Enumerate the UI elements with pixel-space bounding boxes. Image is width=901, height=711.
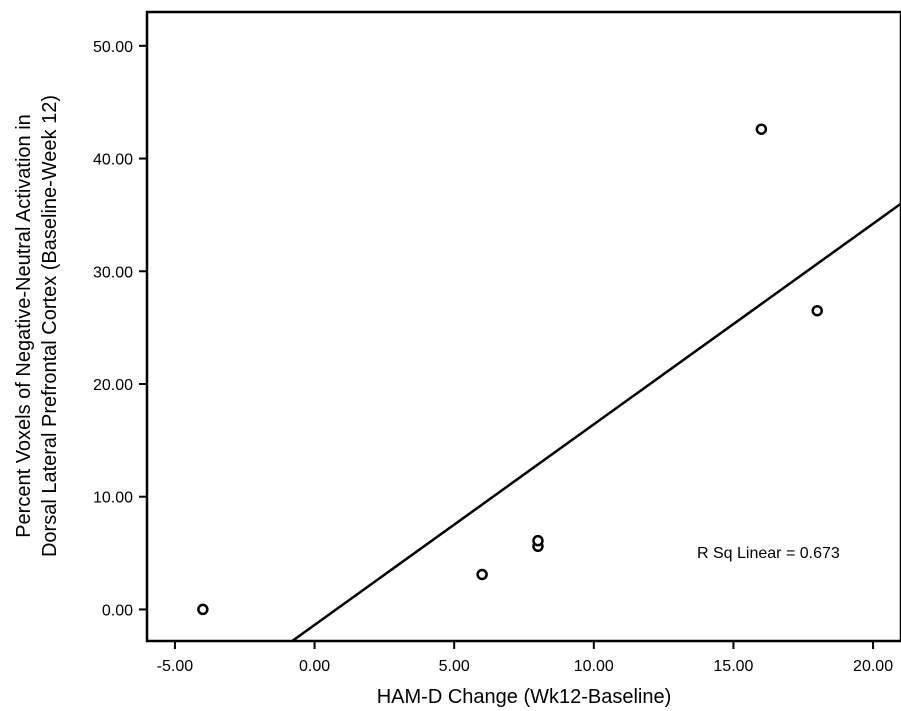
data-point [811,304,823,317]
x-tick-label: 10.00 [574,658,614,675]
data-point [476,568,488,581]
r-squared-annotation: R Sq Linear = 0.673 [697,545,840,562]
x-tick-label: 20.00 [853,658,893,675]
data-points [197,123,823,616]
x-tick-label: 15.00 [713,658,753,675]
y-tick-label: 30.00 [93,264,133,281]
data-point [197,603,209,616]
data-point [532,534,544,547]
y-tick-label: 40.00 [93,152,133,169]
x-tick-label: 5.00 [439,658,470,675]
y-tick-label: 10.00 [93,490,133,507]
y-tick-label: 20.00 [93,377,133,394]
y-axis-label-line-1: Percent Voxels of Negative-Neutral Activ… [13,114,35,538]
x-tick-label: -5.00 [157,658,194,675]
x-axis-ticks: -5.00 0.00 5.00 10.00 15.00 20.00 [157,641,893,675]
y-axis-label-line-2: Dorsal Lateral Prefrontal Cortex (Baseli… [39,95,61,557]
plot-frame [145,10,901,643]
y-axis-ticks: 0.00 10.00 20.00 30.00 40.00 50.00 [93,39,147,619]
x-tick-label: 0.00 [299,658,330,675]
data-point [755,123,768,135]
y-tick-label: 50.00 [93,39,133,56]
x-axis-label: HAM-D Change (Wk12-Baseline) [377,686,672,708]
y-tick-label: 0.00 [102,602,133,619]
regression-line [291,202,901,643]
